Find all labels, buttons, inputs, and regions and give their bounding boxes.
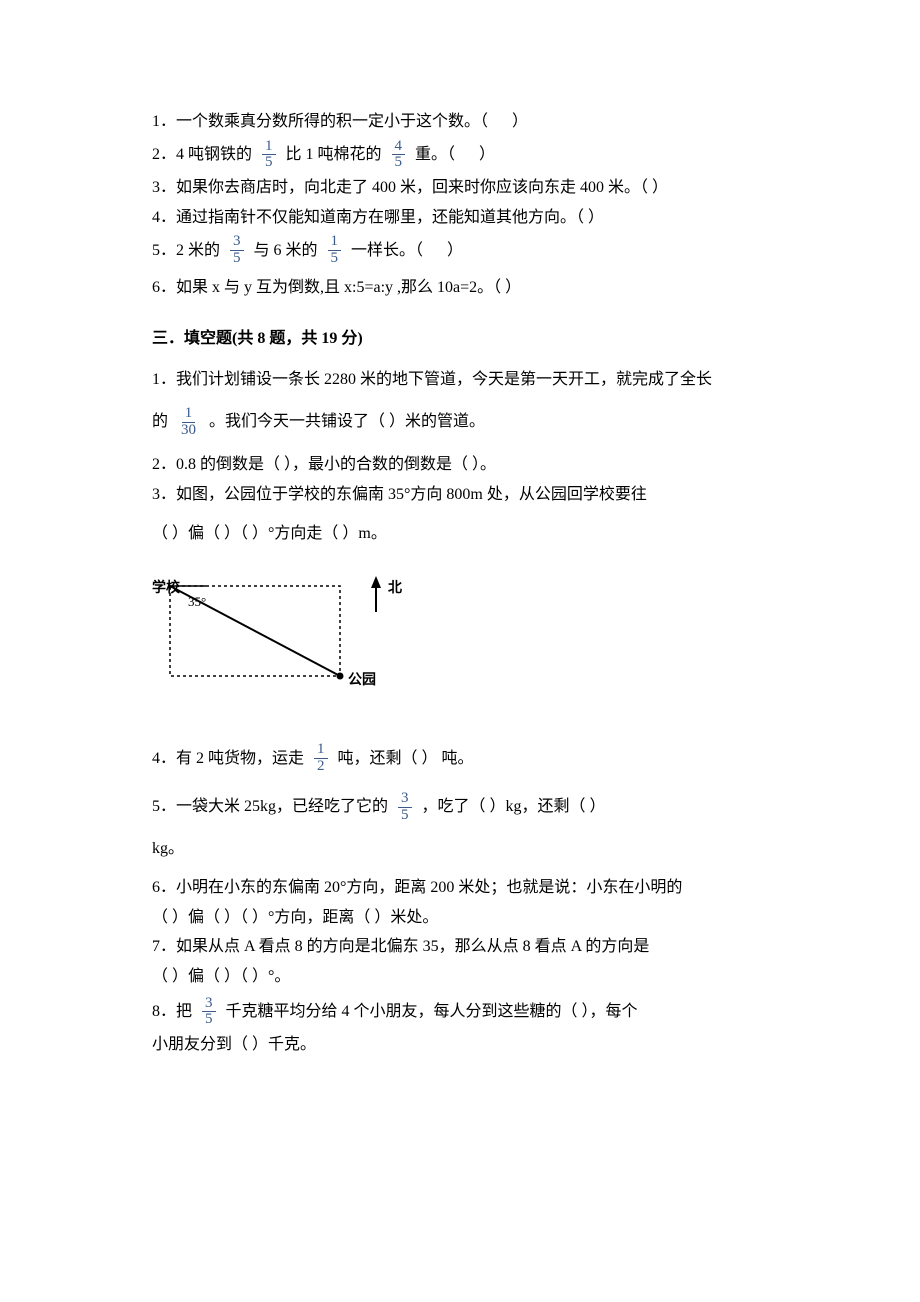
denominator: 5 [202,1012,216,1028]
judge-q4: 4．通过指南针不仅能知道南方在哪里，还能知道其他方向。（ ） [152,205,788,231]
text: 8．把 [152,999,192,1025]
text: 。我们今天一共铺设了（ ）米的管道。 [209,409,485,435]
denominator: 30 [178,423,199,439]
fraction: 1 5 [262,139,276,172]
blank[interactable] [423,238,447,264]
text: 千克糖平均分给 4 个小朋友，每人分到这些糖的（ ），每个 [226,999,638,1025]
fill-q6-line1: 6．小明在小东的东偏南 20°方向，距离 200 米处；也就是说：小东在小明的 [152,875,788,901]
judge-q2: 2．4 吨钢铁的 1 5 比 1 吨棉花的 4 5 重。（ ） [152,139,788,172]
text: ） [512,109,528,135]
denominator: 5 [398,808,412,824]
text: 5．2 米的 [152,238,220,264]
fraction: 1 2 [314,742,328,775]
fill-q5-line1: 5．一袋大米 25kg，已经吃了它的 3 5 ，吃了（ ）kg，还剩（ ） [152,791,788,824]
fill-q3-line1: 3．如图，公园位于学校的东偏南 35°方向 800m 处，从公园回学校要往 [152,482,788,508]
numerator: 1 [328,234,342,251]
fill-q7-line2: （ ）偏（ ）（ ）°。 [152,964,788,990]
direction-diagram: 学校 35° 公园 北 [152,568,788,707]
fill-q1-line2: 的 1 30 。我们今天一共铺设了（ ）米的管道。 [152,406,788,439]
fraction: 4 5 [392,139,406,172]
fraction: 3 5 [202,996,216,1029]
fraction: 3 5 [230,234,244,267]
fill-q4: 4．有 2 吨货物，运走 1 2 吨，还剩（ ） 吨。 [152,742,788,775]
denominator: 5 [262,155,276,171]
judge-q6: 6．如果 x 与 y 互为倒数,且 x:5=a:y ,那么 10a=2。（ ） [152,275,788,301]
fill-q2: 2．0.8 的倒数是（ ），最小的合数的倒数是（ ）。 [152,452,788,478]
page: 1．一个数乘真分数所得的积一定小于这个数。（ ） 2．4 吨钢铁的 1 5 比 … [0,0,920,1122]
denominator: 2 [314,759,328,775]
denominator: 5 [392,155,406,171]
numerator: 1 [262,139,276,156]
park-point [337,672,344,679]
blank[interactable] [455,142,479,168]
text: ，吃了（ ）kg，还剩（ ） [422,794,606,820]
denominator: 5 [230,251,244,267]
numerator: 1 [314,742,328,759]
numerator: 3 [230,234,244,251]
numerator: 4 [392,139,406,156]
text: 一样长。（ [351,238,423,264]
section-3-header: 三．填空题(共 8 题，共 19 分) [152,326,788,352]
north-arrow-head [371,576,381,588]
fraction: 1 30 [178,406,199,439]
text: 比 1 吨棉花的 [286,142,382,168]
judge-q3: 3．如果你去商店时，向北走了 400 米，回来时你应该向东走 400 米。（ ） [152,175,788,201]
text: 4．有 2 吨货物，运走 [152,746,304,772]
fill-q8-line2: 小朋友分到（ ）千克。 [152,1032,788,1058]
blank[interactable] [488,109,512,135]
fraction: 3 5 [398,791,412,824]
fill-q3-line2: （ ）偏（ ）（ ）°方向走（ ）m。 [152,520,788,548]
fill-q7-line1: 7．如果从点 A 看点 8 的方向是北偏东 35，那么从点 8 看点 A 的方向… [152,934,788,960]
text: 重。（ [415,142,455,168]
numerator: 3 [202,996,216,1013]
text: 1．一个数乘真分数所得的积一定小于这个数。（ [152,109,488,135]
judge-q5: 5．2 米的 3 5 与 6 米的 1 5 一样长。（ ） [152,234,788,267]
text: 5．一袋大米 25kg，已经吃了它的 [152,794,388,820]
fill-q6-line2: （ ）偏（ ）（ ）°方向，距离（ ）米处。 [152,905,788,931]
text: 的 [152,409,168,435]
text: 吨，还剩（ ） 吨。 [338,746,474,772]
fraction: 1 5 [328,234,342,267]
text: ） [479,142,495,168]
numerator: 1 [182,406,196,423]
text: 2．4 吨钢铁的 [152,142,252,168]
park-label: 公园 [348,672,376,688]
fill-q8-line1: 8．把 3 5 千克糖平均分给 4 个小朋友，每人分到这些糖的（ ），每个 [152,996,788,1029]
fill-q5-line2: kg。 [152,835,788,863]
school-label: 学校 [152,579,181,596]
text: ） [447,238,463,264]
diagram-svg: 学校 35° 公园 北 [152,568,412,698]
judge-q1: 1．一个数乘真分数所得的积一定小于这个数。（ ） [152,109,788,135]
fill-q1-line1: 1．我们计划铺设一条长 2280 米的地下管道，今天是第一天开工，就完成了全长 [152,366,788,394]
numerator: 3 [398,791,412,808]
north-label: 北 [388,580,402,596]
denominator: 5 [328,251,342,267]
angle-label: 35° [188,594,206,609]
text: 与 6 米的 [254,238,318,264]
